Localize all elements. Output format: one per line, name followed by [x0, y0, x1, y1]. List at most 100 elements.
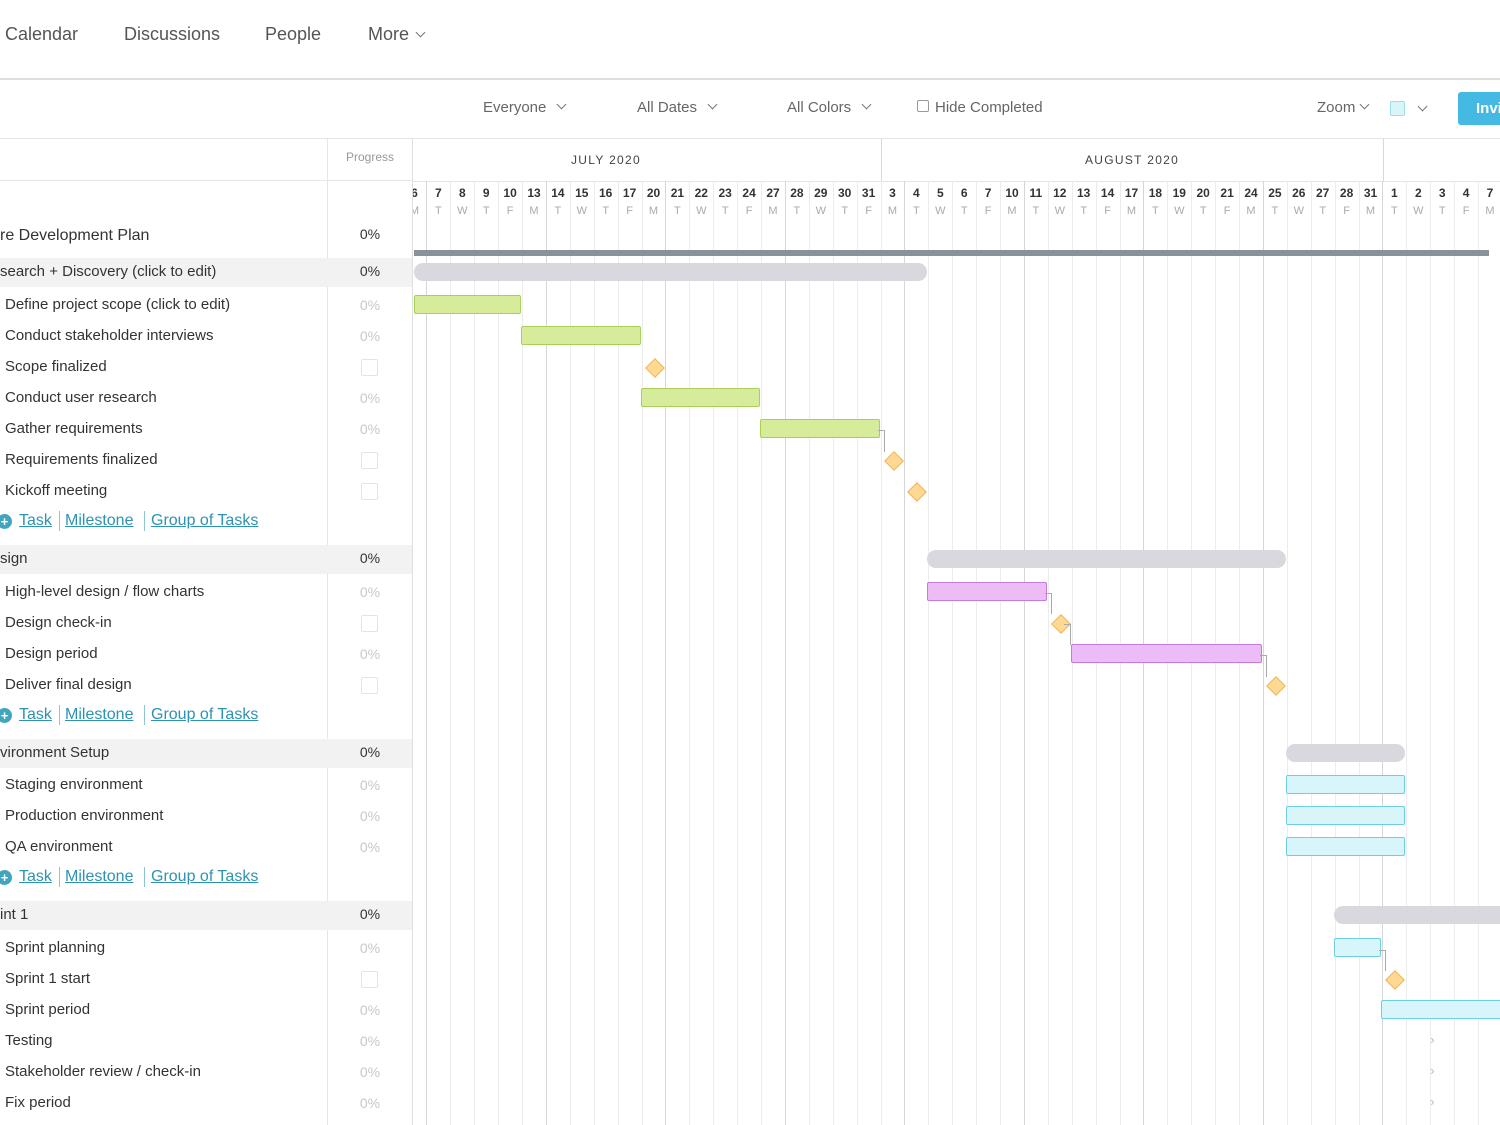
task-name[interactable]: Production environment [5, 807, 164, 824]
task-name[interactable]: Deliver final design [5, 676, 132, 693]
everyone-filter[interactable]: Everyone [483, 99, 567, 116]
task-name[interactable]: sign [0, 550, 28, 567]
group-bar[interactable] [413, 263, 928, 281]
task-name[interactable]: search + Discovery (click to edit) [0, 263, 217, 280]
task-bar[interactable] [1285, 806, 1406, 825]
plus-circle-icon[interactable]: + [0, 870, 12, 885]
colors-filter[interactable]: All Colors [787, 99, 872, 116]
nav-people[interactable]: People [265, 24, 322, 44]
milestone-row[interactable]: Deliver final design [0, 670, 412, 701]
task-bar[interactable] [521, 326, 641, 345]
task-name[interactable]: Gather requirements [5, 420, 143, 437]
task-bar[interactable] [927, 582, 1047, 601]
zoom-dropdown[interactable]: Zoom [1317, 99, 1370, 116]
hide-completed-checkbox[interactable] [917, 100, 929, 112]
milestone-checkbox[interactable] [361, 615, 378, 632]
task-bar[interactable] [1285, 837, 1406, 856]
add-group-link[interactable]: Group of Tasks [151, 706, 259, 723]
dates-filter[interactable]: All Dates [637, 99, 718, 116]
task-row[interactable]: Define project scope (click to edit) 0% [0, 290, 412, 321]
nav-more[interactable]: More [368, 24, 426, 45]
milestone-row[interactable]: Design check-in [0, 608, 412, 639]
add-milestone-link[interactable]: Milestone [65, 868, 134, 885]
task-name[interactable]: Kickoff meeting [5, 482, 108, 499]
add-task-link[interactable]: Task [19, 512, 52, 529]
task-row[interactable]: High-level design / flow charts 0% [0, 577, 412, 608]
nav-discussions[interactable]: Discussions [124, 24, 221, 44]
add-milestone-link[interactable]: Milestone [65, 512, 134, 529]
task-row[interactable]: Staging environment 0% [0, 770, 412, 801]
milestone-row[interactable]: Scope finalized [0, 352, 412, 383]
task-name[interactable]: Stakeholder review / check-in [5, 1063, 201, 1080]
plus-circle-icon[interactable]: + [0, 514, 12, 529]
task-name[interactable]: Testing [5, 1032, 53, 1049]
plan-row[interactable]: re Development Plan 0% [0, 221, 412, 252]
milestone-diamond[interactable] [1265, 676, 1286, 696]
add-task-link[interactable]: Task [19, 706, 52, 723]
milestone-diamond[interactable] [907, 482, 928, 502]
milestone-checkbox[interactable] [361, 452, 378, 469]
task-name[interactable]: vironment Setup [0, 744, 110, 761]
add-milestone-link[interactable]: Milestone [65, 706, 134, 723]
add-group-link[interactable]: Group of Tasks [151, 868, 259, 885]
milestone-checkbox[interactable] [361, 677, 378, 694]
group-bar[interactable] [927, 550, 1286, 568]
task-row[interactable]: Testing 0% [0, 1026, 412, 1057]
group-row[interactable]: vironment Setup 0% [0, 739, 412, 768]
task-row[interactable]: Stakeholder review / check-in 0% [0, 1057, 412, 1088]
milestone-checkbox[interactable] [361, 359, 378, 376]
task-name[interactable]: High-level design / flow charts [5, 583, 205, 600]
task-name[interactable]: Conduct stakeholder interviews [5, 327, 214, 344]
invite-button[interactable]: Invi [1458, 92, 1500, 125]
task-bar[interactable] [1381, 1000, 1500, 1019]
group-bar[interactable] [1333, 906, 1500, 924]
task-bar[interactable] [1285, 775, 1406, 794]
hide-completed-toggle[interactable]: Hide Completed [917, 99, 1043, 116]
task-bar[interactable] [1333, 938, 1382, 957]
task-bar[interactable] [413, 295, 522, 314]
task-name[interactable]: Sprint planning [5, 939, 106, 956]
group-bar[interactable] [1285, 744, 1406, 762]
task-name[interactable]: Conduct user research [5, 389, 157, 406]
task-name[interactable]: Design period [5, 645, 98, 662]
task-row[interactable]: Gather requirements 0% [0, 414, 412, 445]
milestone-diamond[interactable] [1385, 970, 1406, 990]
task-name[interactable]: Staging environment [5, 776, 143, 793]
task-row[interactable]: Conduct stakeholder interviews 0% [0, 321, 412, 352]
task-row[interactable]: Sprint period 0% [0, 995, 412, 1026]
task-bar[interactable] [1070, 644, 1262, 663]
task-row[interactable]: Fix period 0% [0, 1088, 412, 1119]
task-name[interactable]: Design check-in [5, 614, 112, 631]
task-name[interactable]: Fix period [5, 1094, 71, 1111]
task-row[interactable]: QA environment 0% [0, 832, 412, 863]
task-bar[interactable] [760, 419, 880, 438]
milestone-row[interactable]: Kickoff meeting [0, 476, 412, 507]
group-row[interactable]: int 1 0% [0, 901, 412, 930]
task-name[interactable]: Scope finalized [5, 358, 107, 375]
task-row[interactable]: Conduct user research 0% [0, 383, 412, 414]
milestone-diamond[interactable] [644, 358, 665, 378]
group-row[interactable]: sign 0% [0, 545, 412, 574]
task-row[interactable]: Production environment 0% [0, 801, 412, 832]
plus-circle-icon[interactable]: + [0, 708, 12, 723]
milestone-checkbox[interactable] [361, 971, 378, 988]
add-task-link[interactable]: Task [19, 868, 52, 885]
color-picker[interactable] [1390, 99, 1428, 118]
milestone-checkbox[interactable] [361, 483, 378, 500]
add-group-link[interactable]: Group of Tasks [151, 512, 259, 529]
plan-bar[interactable] [413, 250, 1489, 256]
milestone-diamond[interactable] [883, 451, 904, 471]
task-bar[interactable] [640, 388, 761, 407]
task-name[interactable]: Sprint 1 start [5, 970, 91, 987]
task-name[interactable]: QA environment [5, 838, 113, 855]
task-row[interactable]: Design period 0% [0, 639, 412, 670]
milestone-row[interactable]: Requirements finalized [0, 445, 412, 476]
task-name[interactable]: Define project scope (click to edit) [5, 296, 231, 313]
task-name[interactable]: int 1 [0, 906, 29, 923]
task-row[interactable]: Sprint planning 0% [0, 933, 412, 964]
milestone-row[interactable]: Sprint 1 start [0, 964, 412, 995]
task-name[interactable]: Sprint period [5, 1001, 91, 1018]
task-name[interactable]: Requirements finalized [5, 451, 158, 468]
task-name[interactable]: re Development Plan [0, 227, 150, 244]
group-row[interactable]: search + Discovery (click to edit) 0% [0, 258, 412, 287]
